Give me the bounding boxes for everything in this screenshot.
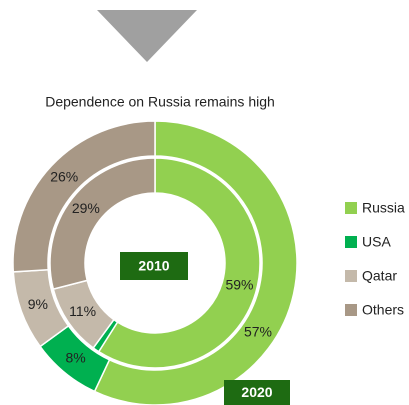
legend-label: USA xyxy=(362,234,391,250)
data-label: 11% xyxy=(69,303,96,319)
donut-segment xyxy=(49,157,156,291)
legend-label: Qatar xyxy=(362,268,397,284)
arrow-icon xyxy=(97,10,197,62)
ring-label: 2010 xyxy=(138,258,169,274)
data-label: 57% xyxy=(244,324,272,340)
ring-label: 2020 xyxy=(241,384,272,400)
donut-segment xyxy=(93,120,298,405)
data-label: 59% xyxy=(225,277,253,293)
data-label: 9% xyxy=(28,296,48,312)
legend-label: Others xyxy=(362,302,404,318)
legend-swatch xyxy=(345,202,357,214)
ring-label-box xyxy=(120,252,188,280)
chart-title: Dependence on Russia remains high xyxy=(45,94,275,110)
legend-label: Russia xyxy=(362,200,405,216)
donut-segment xyxy=(12,120,156,273)
ring-label-box xyxy=(224,380,290,405)
legend-swatch xyxy=(345,304,357,316)
data-label: 26% xyxy=(50,168,78,184)
legend-swatch xyxy=(345,270,357,282)
data-label: 8% xyxy=(66,350,86,366)
legend-swatch xyxy=(345,236,357,248)
data-label: 29% xyxy=(72,200,100,216)
donut-segment xyxy=(97,157,261,369)
